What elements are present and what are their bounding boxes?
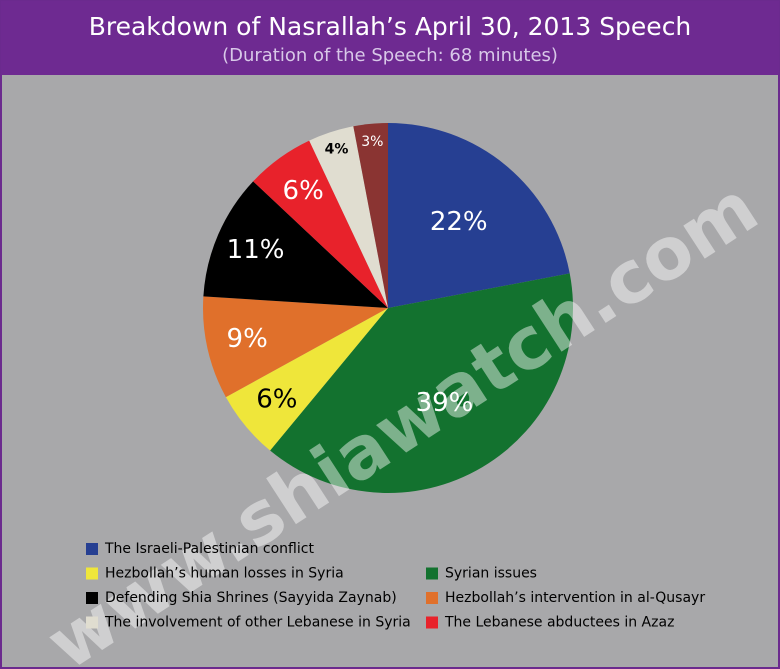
legend-label: The Lebanese abductees in Azaz [444, 615, 674, 631]
chart-title: Breakdown of Nasrallah’s April 30, 2013 … [89, 12, 692, 41]
data-label: 4% [325, 142, 349, 158]
legend-swatch [86, 567, 98, 580]
header [1, 1, 779, 75]
pie-slice [270, 273, 573, 493]
pie-slice [203, 181, 388, 308]
data-label: 39% [416, 388, 474, 418]
legend-swatch [426, 567, 438, 580]
legend-label: Hezbollah’s human losses in Syria [105, 566, 344, 582]
legend-label: The Israeli-Palestinian conflict [104, 541, 314, 557]
legend-swatch [86, 616, 98, 629]
legend-label: The involvement of other Lebanese in Syr… [104, 615, 411, 631]
legend-swatch [426, 616, 438, 629]
legend-swatch [426, 592, 438, 604]
pie-slice [309, 126, 388, 308]
pie-slice [202, 296, 388, 398]
legend: The Israeli-Palestinian conflict Hezbolla… [86, 541, 705, 631]
data-label: 11% [227, 235, 285, 265]
legend-swatch [86, 543, 98, 555]
legend-label: Hezbollah’s intervention in al-Qusayr [445, 590, 705, 606]
legend-label: Defending Shia Shrines (Sayyida Zaynab) [105, 590, 397, 606]
pie-slice [353, 123, 388, 308]
pie: 22% 39% 6% 9% 11% 6% 4% 3% [202, 123, 573, 493]
chart-subtitle: (Duration of the Speech: 68 minutes) [222, 45, 558, 66]
pie-slice [253, 140, 388, 308]
data-label: 3% [361, 134, 383, 150]
data-label: 22% [430, 207, 488, 237]
data-label: 6% [256, 384, 297, 414]
data-label: 9% [227, 324, 268, 354]
pie-slice [388, 123, 570, 308]
pie-slice [225, 308, 388, 451]
data-label: 6% [283, 176, 324, 206]
legend-label: Syrian issues [445, 566, 537, 582]
legend-swatch [86, 592, 98, 604]
